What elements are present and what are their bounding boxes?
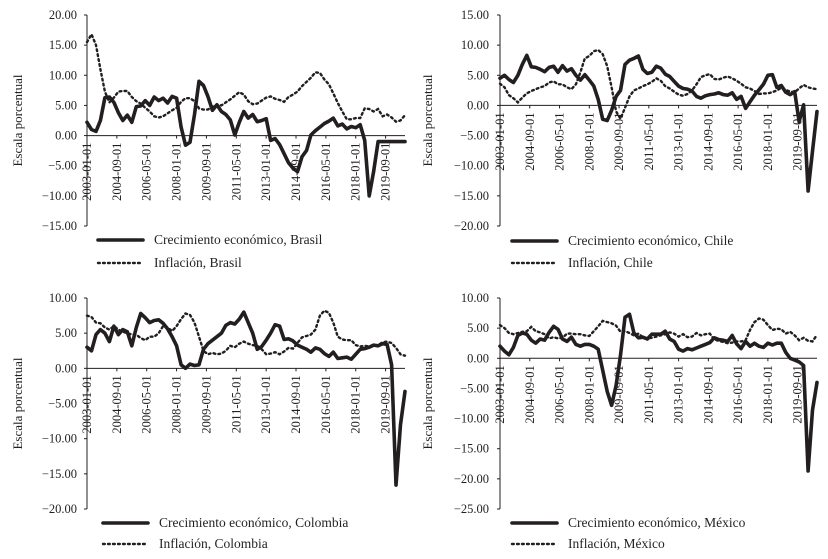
x-tick-label: 2003-01-01 (80, 143, 94, 201)
y-tick-label: −15.00 (454, 442, 489, 456)
x-tick-label: 2006-05-01 (140, 143, 154, 201)
x-tick-label: 2016-05-01 (731, 365, 745, 423)
x-tick-label: 2004-09-01 (110, 143, 124, 201)
x-tick-label: 2013-01-01 (672, 365, 686, 423)
x-tick-label: 2011-05-01 (229, 375, 243, 433)
x-tick-label: 2018-01-01 (349, 375, 363, 433)
y-tick-label: −15.00 (454, 189, 489, 203)
legend-label-inflation: Inflación, Colombia (159, 536, 268, 551)
x-tick-label: 2004-09-01 (110, 375, 124, 433)
y-tick-label: 0.00 (467, 98, 489, 112)
x-tick-label: 2011-05-01 (642, 112, 656, 170)
x-tick-label: 2019-09-01 (791, 112, 805, 170)
x-tick-label: 2004-09-01 (523, 112, 537, 170)
y-tick-label: 5.00 (467, 68, 489, 82)
legend-label-inflation: Inflación, Brasil (154, 255, 242, 270)
x-tick-label: 2009-09-01 (199, 375, 213, 433)
y-tick-label: −25.00 (454, 502, 489, 516)
y-tick-label: −5.00 (460, 129, 489, 143)
y-tick-label: 0.00 (55, 361, 77, 375)
x-tick-label: 2006-05-01 (140, 375, 154, 433)
x-tick-label: 2016-05-01 (319, 375, 333, 433)
x-tick-label: 2018-01-01 (349, 143, 363, 201)
x-tick-label: 2006-05-01 (553, 112, 567, 170)
x-tick-label: 2011-05-01 (642, 365, 656, 423)
y-tick-label: −15.00 (42, 467, 77, 481)
y-tick-label: −5.00 (460, 381, 489, 395)
x-tick-label: 2003-01-01 (493, 112, 507, 170)
x-tick-label: 2013-01-01 (672, 112, 686, 170)
series-line-growth (498, 53, 819, 193)
x-tick-label: 2014-09-01 (701, 365, 715, 423)
x-tick-label: 2006-05-01 (553, 365, 567, 423)
series-line-growth (85, 79, 407, 198)
y-tick-label: −5.00 (48, 397, 77, 411)
x-tick-label: 2009-09-01 (199, 143, 213, 201)
x-tick-label: 2014-09-01 (701, 112, 715, 170)
series-line-inflation (498, 317, 819, 345)
panel-top-left: 20.00 15.00 10.00 5.00 0.00 −5.00 −10.00 −15.00… (10, 8, 407, 270)
x-tick-label: 2018-01-01 (761, 365, 775, 423)
y-tick-label: 10.00 (461, 291, 489, 305)
legend-label-growth: Crecimiento económico, México (568, 515, 746, 530)
series-line-growth (85, 310, 407, 487)
x-tick-label: 2018-01-01 (761, 112, 775, 170)
series-line-growth (498, 312, 819, 473)
y-tick-label: 15.00 (49, 38, 77, 52)
x-tick-label: 2016-05-01 (319, 143, 333, 201)
x-tick-label: 2009-09-01 (612, 112, 626, 170)
y-tick-label: 20.00 (49, 8, 77, 22)
y-tick-label: 0.00 (55, 129, 77, 143)
panel-bottom-right: 10.00 5.00 0.00 −5.00 −10.00 −15.00 −20.00 −25.… (420, 291, 819, 551)
y-axis-label: Escala porcentual (10, 357, 25, 449)
y-tick-label: −15.00 (42, 219, 77, 233)
x-tick-label: 2004-09-01 (523, 365, 537, 423)
y-axis-label: Escala porcentual (420, 357, 435, 449)
x-tick-label: 2013-01-01 (259, 143, 273, 201)
x-tick-label: 2014-09-01 (289, 375, 303, 433)
y-tick-label: −10.00 (42, 432, 77, 446)
y-axis-label: Escala porcentual (10, 74, 25, 166)
series-line-inflation (85, 31, 407, 124)
x-tick-label: 2019-09-01 (791, 365, 805, 423)
x-tick-label: 2019-09-01 (379, 375, 393, 433)
series-line-inflation (85, 309, 407, 357)
y-tick-label: 5.00 (55, 98, 77, 112)
legend-label-growth: Crecimiento económico, Brasil (154, 232, 323, 247)
x-tick-label: 2008-01-01 (170, 143, 184, 201)
panel-top-right: 15.00 10.00 5.00 0.00 −5.00 −10.00 −15.00 −20.0… (420, 8, 819, 270)
y-tick-label: −10.00 (454, 159, 489, 173)
legend-label-growth: Crecimiento económico, Colombia (159, 515, 348, 530)
panel-bottom-left: 10.00 5.00 0.00 −5.00 −10.00 −15.00 −20.00 Esca… (10, 291, 407, 551)
x-tick-label: 2019-09-01 (379, 143, 393, 201)
y-tick-label: 5.00 (467, 321, 489, 335)
y-tick-label: −10.00 (42, 189, 77, 203)
y-tick-label: −10.00 (454, 412, 489, 426)
legend-label-inflation: Inflación, México (568, 536, 665, 551)
y-tick-label: −20.00 (454, 219, 489, 233)
x-tick-label: 2003-01-01 (493, 365, 507, 423)
x-tick-label: 2003-01-01 (80, 375, 94, 433)
y-axis-label: Escala porcentual (420, 74, 435, 166)
y-tick-label: 0.00 (467, 351, 489, 365)
y-tick-label: 10.00 (49, 291, 77, 305)
legend-label-inflation: Inflación, Chile (568, 255, 653, 270)
x-tick-label: 2008-01-01 (582, 365, 596, 423)
series-line-inflation (498, 48, 819, 122)
x-tick-label: 2016-05-01 (731, 112, 745, 170)
x-tick-label: 2008-01-01 (170, 375, 184, 433)
x-tick-label: 2008-01-01 (582, 112, 596, 170)
y-tick-label: 10.00 (49, 68, 77, 82)
y-tick-label: −20.00 (454, 472, 489, 486)
y-tick-label: 15.00 (461, 8, 489, 22)
x-tick-label: 2013-01-01 (259, 375, 273, 433)
y-tick-label: −5.00 (48, 159, 77, 173)
legend-label-growth: Crecimiento económico, Chile (568, 233, 733, 248)
y-tick-label: 5.00 (55, 326, 77, 340)
x-tick-label: 2011-05-01 (229, 143, 243, 201)
y-tick-label: −20.00 (42, 502, 77, 516)
y-tick-label: 10.00 (461, 38, 489, 52)
